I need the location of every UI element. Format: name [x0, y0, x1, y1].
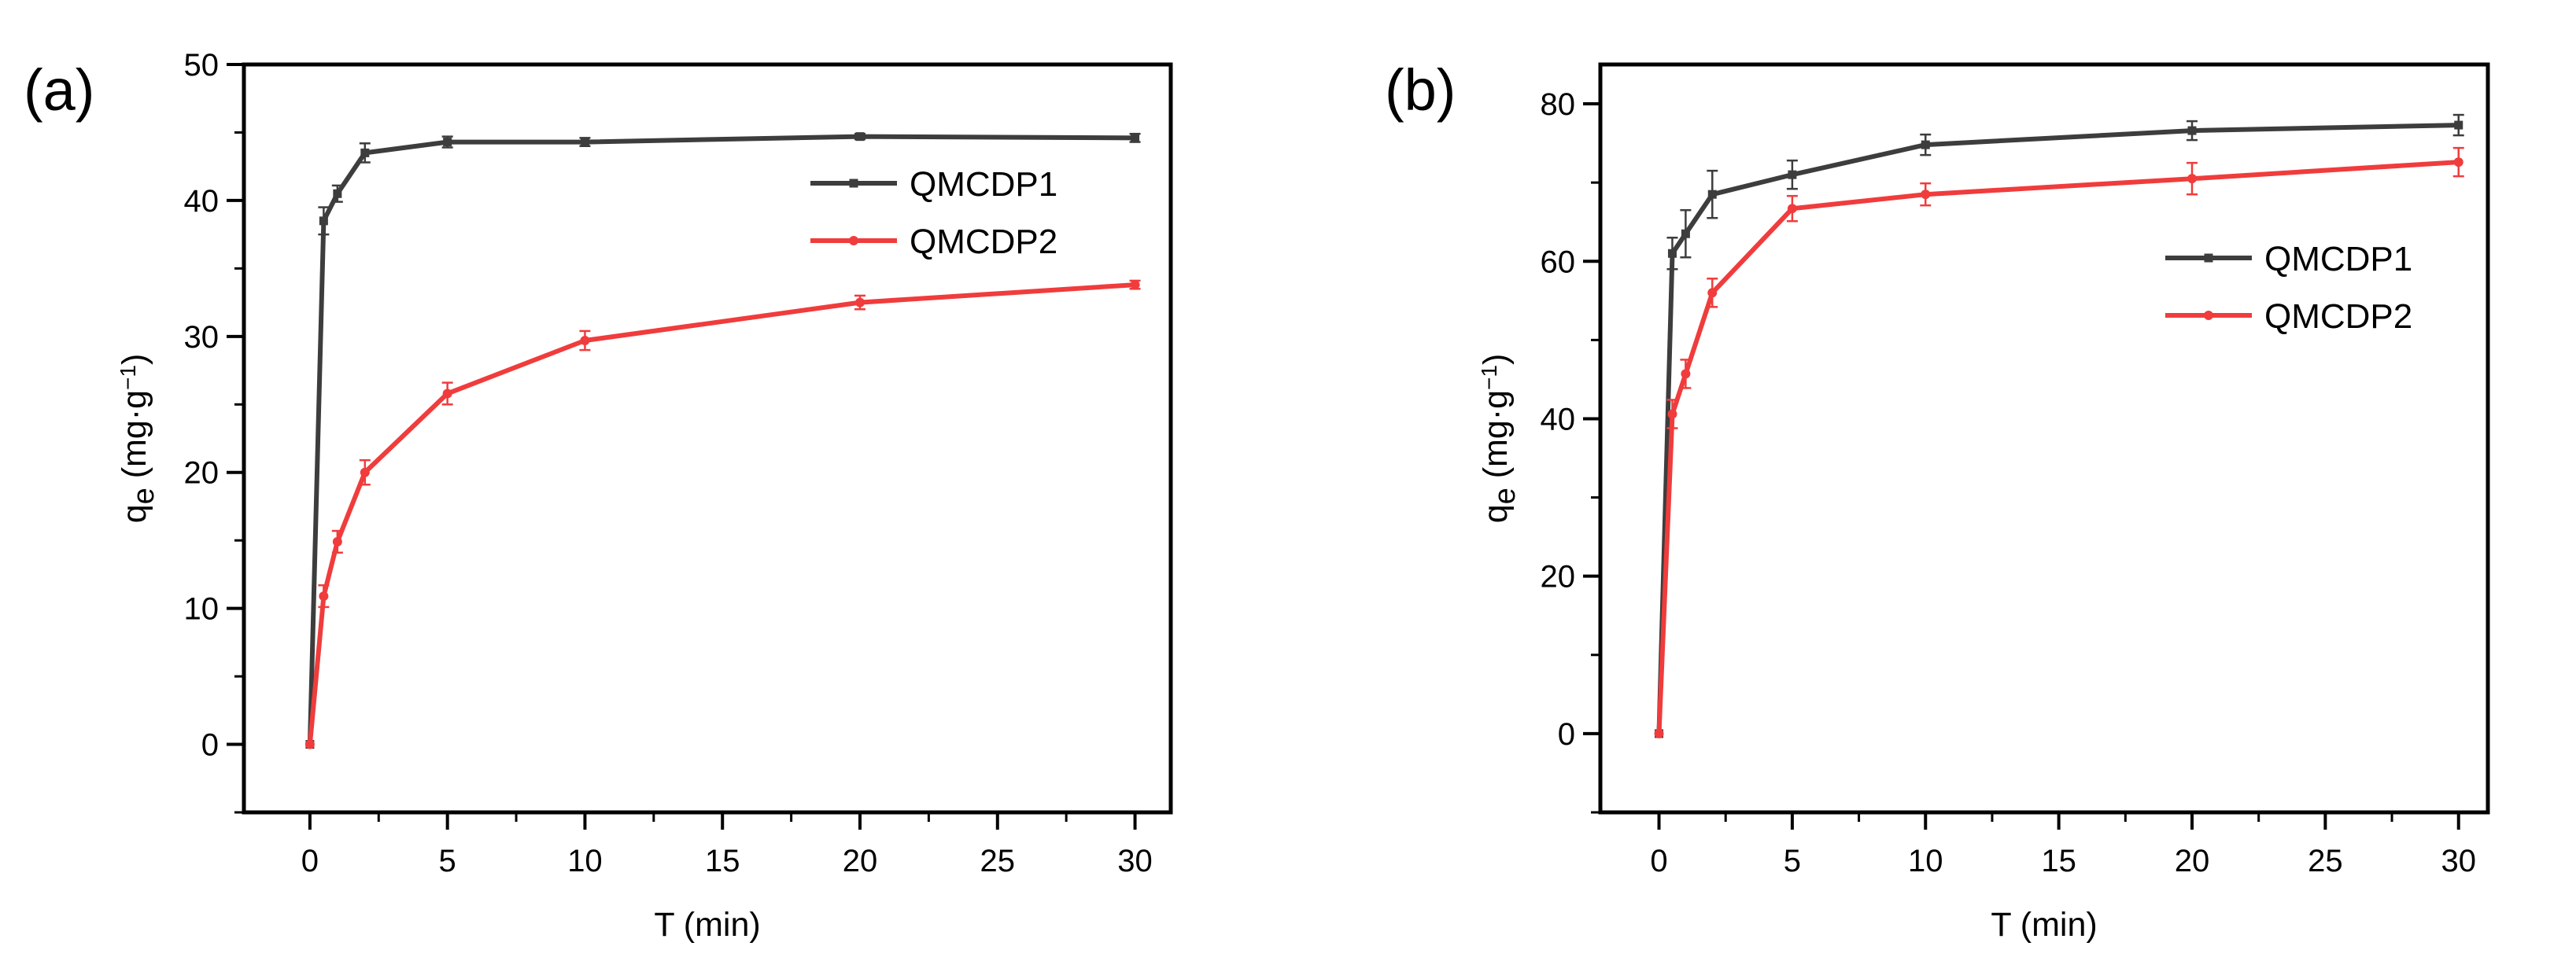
x-tick-label: 25 [2308, 844, 2343, 878]
panel-a-chart: (a) 0 5 10 15 20 25 30 0 10 20 30 40 50 T (min) qe (mg… [24, 48, 1173, 944]
data-point [855, 297, 865, 307]
panel-b-label: (b) [1385, 57, 1456, 123]
data-point [1667, 249, 1677, 258]
data-point [319, 216, 328, 226]
y-axis-label-subscript: e [127, 488, 161, 504]
data-point [1921, 190, 1931, 200]
data-point [2453, 157, 2463, 168]
data-point [304, 739, 315, 749]
data-point [1130, 280, 1140, 290]
data-point [1131, 133, 1140, 142]
x-tick-label: 25 [980, 844, 1016, 878]
data-point [1707, 288, 1718, 298]
y-tick-label: 50 [184, 48, 220, 83]
x-tick-label: 30 [1117, 844, 1153, 878]
data-point [580, 336, 590, 346]
y-tick-label: 80 [1541, 87, 1576, 122]
x-tick-label: 20 [843, 844, 878, 878]
x-tick-label: 10 [567, 844, 603, 878]
legend-marker [849, 179, 858, 188]
data-point [1788, 170, 1797, 179]
data-point [333, 189, 342, 198]
legend-label: QMCDP2 [2264, 297, 2412, 336]
y-tick-label: 20 [184, 456, 220, 491]
y-axis-label-main: q [1477, 504, 1515, 523]
x-tick-label: 0 [1650, 844, 1667, 878]
y-axis-label: qe (mg·g−1) [1477, 354, 1522, 524]
y-axis-label-subscript: e [1489, 488, 1522, 504]
data-point [332, 536, 342, 547]
series-QMCDP1 [305, 132, 1141, 749]
series-line [1656, 123, 2459, 734]
legend-entry-QMCDP1: QMCDP1 [810, 165, 1057, 204]
plot-frame [1598, 62, 2490, 815]
y-axis-label: qe (mg·g−1) [116, 354, 161, 524]
y-tick-label: 10 [184, 592, 220, 627]
x-axis-label: T (min) [1991, 906, 2097, 944]
legend-label: QMCDP1 [2264, 240, 2412, 278]
legend-marker [2204, 253, 2213, 263]
legend-marker [849, 236, 858, 245]
y-tick-label: 0 [1558, 717, 1575, 752]
y-axis-label-unit-close: ) [116, 354, 153, 365]
legend-entry-QMCDP1: QMCDP1 [2165, 240, 2412, 278]
y-axis-label-unit-close: ) [1477, 354, 1515, 365]
data-point [1681, 229, 1690, 238]
data-point [2454, 120, 2463, 130]
series-QMCDP2 [304, 279, 1141, 749]
data-point [2187, 174, 2197, 184]
series-line [307, 282, 1135, 745]
data-point [360, 467, 370, 477]
y-tick-label: 30 [184, 320, 220, 355]
series-line [1656, 160, 2459, 735]
legend-label: QMCDP1 [910, 165, 1057, 204]
series-QMCDP2 [1654, 146, 2464, 738]
data-point [2187, 126, 2197, 135]
series-line [307, 134, 1135, 745]
data-point [855, 132, 865, 142]
y-axis-label-unit-open: (mg·g [116, 390, 153, 488]
y-axis-label-main: q [116, 504, 153, 523]
x-axis-label: T (min) [654, 906, 760, 944]
y-tick-label: 0 [201, 728, 219, 763]
data-point [1787, 204, 1797, 214]
y-axis-label-unit-sup: −1 [116, 365, 140, 390]
x-tick-label: 15 [2041, 844, 2076, 878]
data-point [580, 138, 589, 147]
panel-a-label: (a) [24, 57, 94, 123]
data-point [1921, 140, 1930, 149]
y-tick-label: 60 [1541, 245, 1576, 279]
data-point [443, 138, 452, 147]
data-point [1654, 728, 1664, 738]
legend-label: QMCDP2 [910, 223, 1057, 261]
data-point [1681, 369, 1691, 379]
x-tick-label: 0 [301, 844, 319, 878]
data-point [442, 388, 452, 399]
legend-entry-QMCDP2: QMCDP2 [810, 223, 1057, 261]
legend-entry-QMCDP2: QMCDP2 [2165, 297, 2412, 336]
plot-frame [242, 62, 1173, 815]
panel-b-chart: (b) 0 5 10 15 20 25 30 0 20 40 60 80 T (min) qe (mg·g… [1385, 57, 2490, 944]
x-tick-label: 5 [439, 844, 456, 878]
x-tick-label: 10 [1908, 844, 1943, 878]
y-axis-label-unit-open: (mg·g [1477, 390, 1515, 488]
series-QMCDP1 [1655, 113, 2464, 738]
data-point [1707, 190, 1717, 199]
y-tick-label: 20 [1541, 560, 1576, 595]
x-tick-label: 15 [705, 844, 740, 878]
data-point [1667, 409, 1677, 419]
x-tick-label: 5 [1784, 844, 1801, 878]
data-point [360, 148, 370, 157]
legend-marker [2204, 311, 2213, 320]
x-tick-label: 20 [2175, 844, 2210, 878]
y-tick-label: 40 [1541, 402, 1576, 436]
x-tick-label: 30 [2441, 844, 2476, 878]
y-tick-label: 40 [184, 184, 220, 219]
y-axis-label-unit-sup: −1 [1477, 365, 1501, 390]
data-point [319, 591, 329, 602]
